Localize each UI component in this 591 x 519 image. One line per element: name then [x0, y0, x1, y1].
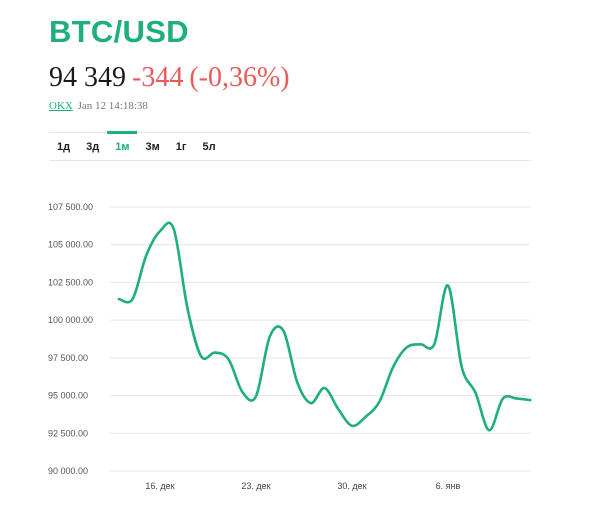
- instrument-title: BTC/USD: [49, 14, 189, 49]
- y-tick-label: 100 000.00: [48, 315, 93, 325]
- x-tick-label: 30. дек: [337, 481, 366, 491]
- timestamp: Jan 12 14:18:38: [77, 100, 148, 112]
- x-tick-label: 16. дек: [145, 481, 174, 491]
- y-tick-label: 92 500.00: [48, 428, 88, 438]
- price-series-line: [117, 221, 532, 432]
- y-tick-label: 95 000.00: [48, 391, 88, 401]
- tab-3m[interactable]: 3м: [145, 141, 160, 153]
- y-tick-label: 102 500.00: [48, 277, 93, 287]
- price-row: 94 349 -344 (-0,36%): [49, 61, 290, 95]
- period-tabs: 1д 3д 1м 3м 1г 5л: [49, 131, 224, 161]
- tab-1m[interactable]: 1м: [107, 131, 138, 161]
- price-change: -344: [132, 62, 184, 93]
- price-change-percent: (-0,36%): [189, 62, 290, 93]
- price-chart[interactable]: 90 000.00 92 500.00 95 000.00 97 500.00 100 …: [0, 190, 591, 500]
- quote-meta: OKX Jan 12 14:18:38: [49, 100, 148, 112]
- y-tick-label: 107 500.00: [48, 202, 93, 212]
- divider: [49, 160, 531, 161]
- current-price: 94 349: [49, 62, 126, 93]
- x-tick-label: 23. дек: [241, 481, 270, 491]
- x-tick-label: 6. янв: [436, 481, 461, 491]
- y-tick-label: 97 500.00: [48, 353, 88, 363]
- source-link[interactable]: OKX: [49, 100, 73, 112]
- y-tick-label: 90 000.00: [48, 466, 88, 476]
- tab-1d[interactable]: 1д: [57, 141, 71, 153]
- tab-1y[interactable]: 1г: [175, 141, 187, 153]
- y-tick-label: 105 000.00: [48, 240, 93, 250]
- divider: [49, 132, 531, 133]
- tab-3d[interactable]: 3д: [86, 141, 100, 153]
- tab-5y[interactable]: 5л: [202, 141, 216, 153]
